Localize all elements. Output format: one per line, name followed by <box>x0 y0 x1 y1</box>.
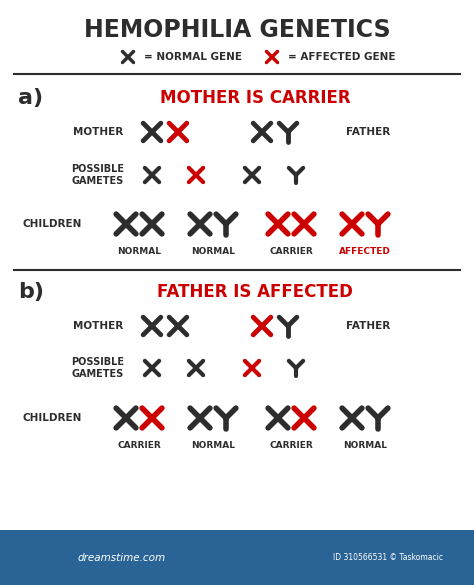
Bar <box>0 530 474 585</box>
Text: MOTHER: MOTHER <box>73 321 123 331</box>
Text: b): b) <box>18 282 44 302</box>
Text: = AFFECTED GENE: = AFFECTED GENE <box>288 52 395 62</box>
Text: = NORMAL GENE: = NORMAL GENE <box>144 52 242 62</box>
Text: MOTHER: MOTHER <box>73 127 123 137</box>
Text: a): a) <box>18 88 43 108</box>
Text: POSSIBLE
GAMETES: POSSIBLE GAMETES <box>72 357 125 379</box>
Text: ID 310566531 © Taskomacic: ID 310566531 © Taskomacic <box>333 553 443 563</box>
Text: POSSIBLE
GAMETES: POSSIBLE GAMETES <box>72 164 125 186</box>
Text: CHILDREN: CHILDREN <box>22 413 82 423</box>
Text: AFFECTED: AFFECTED <box>339 247 391 256</box>
Text: FATHER IS AFFECTED: FATHER IS AFFECTED <box>157 283 353 301</box>
Text: FATHER: FATHER <box>346 321 390 331</box>
Text: CHILDREN: CHILDREN <box>22 219 82 229</box>
Text: HEMOPHILIA GENETICS: HEMOPHILIA GENETICS <box>84 18 390 42</box>
Text: MOTHER IS CARRIER: MOTHER IS CARRIER <box>160 89 350 107</box>
Text: NORMAL: NORMAL <box>191 442 235 450</box>
Text: NORMAL: NORMAL <box>191 247 235 256</box>
Text: FATHER: FATHER <box>346 127 390 137</box>
Text: CARRIER: CARRIER <box>269 247 313 256</box>
Text: NORMAL: NORMAL <box>343 442 387 450</box>
Text: dreamstime.com: dreamstime.com <box>78 553 166 563</box>
Text: CARRIER: CARRIER <box>269 442 313 450</box>
Text: CARRIER: CARRIER <box>117 442 161 450</box>
Text: NORMAL: NORMAL <box>117 247 161 256</box>
